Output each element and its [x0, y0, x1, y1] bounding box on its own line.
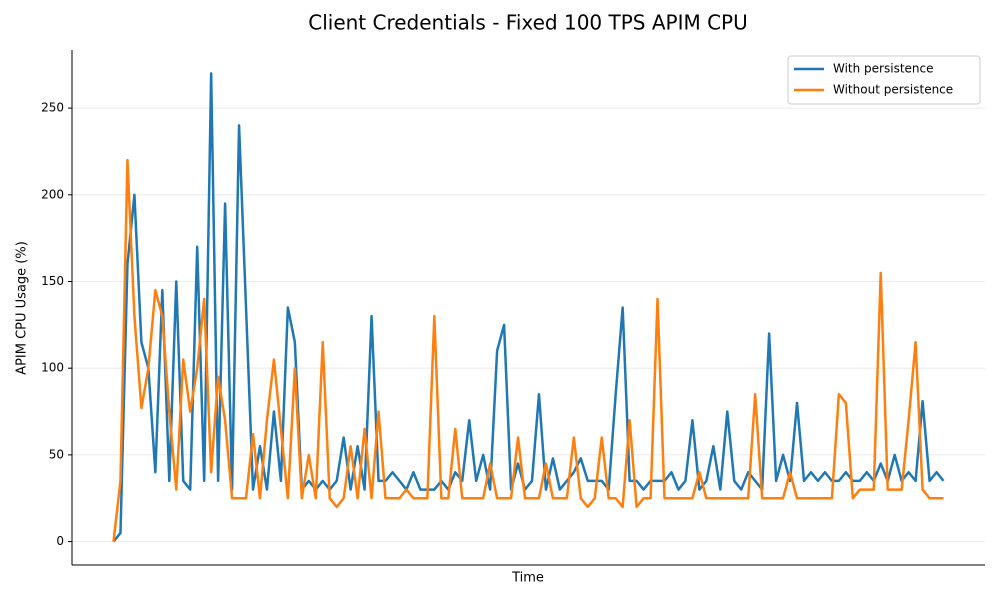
- y-tick-label: 150: [41, 274, 64, 288]
- y-tick-label: 50: [49, 447, 64, 461]
- legend-label: Without persistence: [833, 83, 953, 97]
- legend-box: [787, 55, 981, 105]
- y-tick-label: 200: [41, 187, 64, 201]
- data-line: [112, 72, 945, 543]
- y-tick-label: 100: [41, 361, 64, 375]
- y-tick-label: 250: [41, 101, 64, 115]
- y-tick-label: 0: [56, 534, 64, 548]
- legend-label: With persistence: [833, 62, 934, 76]
- y-axis-label: APIM CPU Usage (%): [15, 241, 30, 375]
- data-line: [112, 158, 944, 542]
- x-axis-label: Time: [511, 571, 544, 586]
- chart-title: Client Credentials - Fixed 100 TPS APIM …: [308, 11, 748, 35]
